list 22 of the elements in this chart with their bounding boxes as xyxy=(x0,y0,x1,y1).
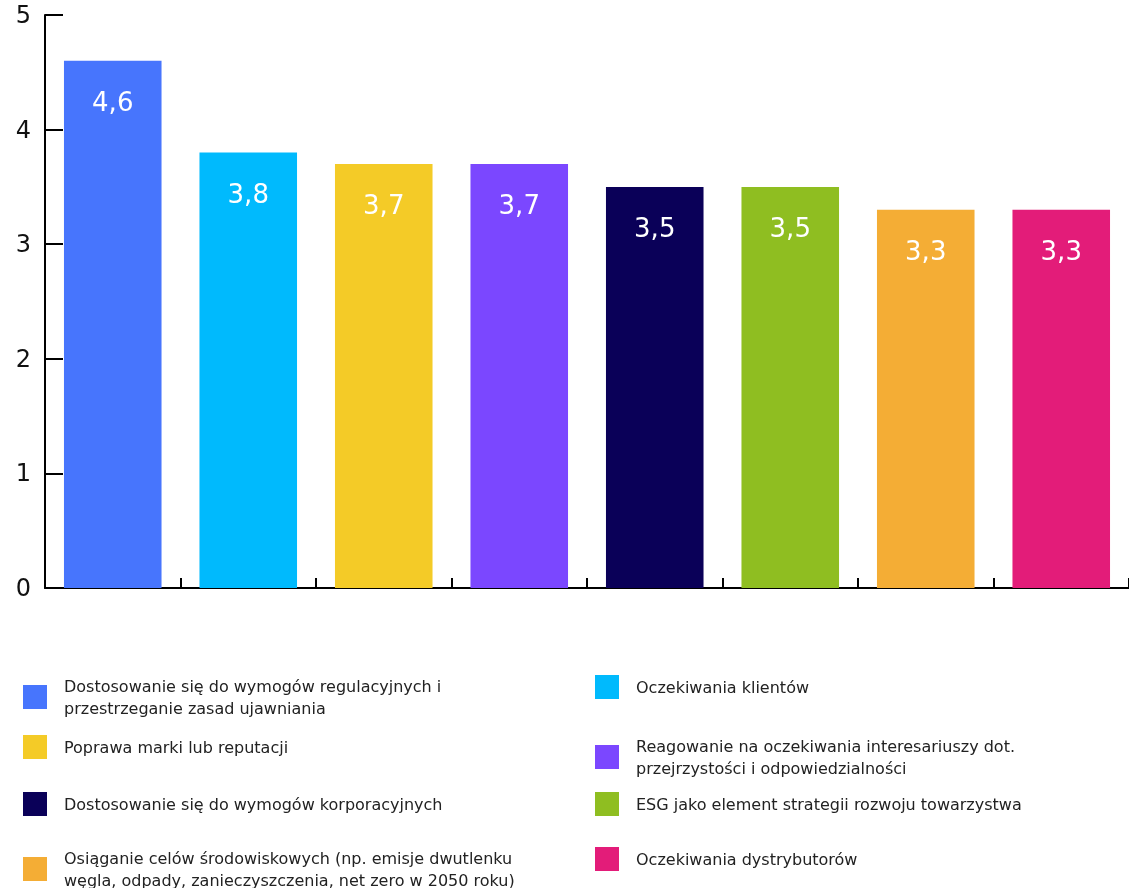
y-tick-label: 0 xyxy=(15,574,31,602)
data-label: 3,7 xyxy=(498,189,540,220)
y-tick-label: 2 xyxy=(15,344,31,373)
legend-label: Osiąganie celów środowiskowych (np. emisje dwutlenku węgla, odpady, zanieczyszczenia, net zero w 2050 roku) xyxy=(64,848,518,888)
legend-label: Dostosowanie się do wymogów regulacyjnych i przestrzeganie zasad ujawniania xyxy=(64,676,447,718)
data-label: 3,8 xyxy=(227,178,269,209)
data-label: 3,5 xyxy=(769,212,811,243)
legend-label: Oczekiwania dystrybutorów xyxy=(636,849,858,869)
legend-label: ESG jako element strategii rozwoju towarzystwa xyxy=(636,794,1022,814)
legend-label: Dostosowanie się do wymogów korporacyjnych xyxy=(64,794,443,814)
legend-label: Oczekiwania klientów xyxy=(636,677,809,697)
data-label: 3,3 xyxy=(1040,235,1082,266)
data-label: 3,5 xyxy=(634,212,676,243)
data-label: 3,3 xyxy=(905,235,947,266)
data-label: 3,7 xyxy=(363,189,405,220)
y-tick-label: 3 xyxy=(15,230,31,259)
y-tick-label: 4 xyxy=(15,115,31,144)
y-tick-label: 1 xyxy=(15,459,31,488)
legend-label: Reagowanie na oczekiwania interesariuszy dot. przejrzystości i odpowiedzialności xyxy=(636,736,1021,778)
y-tick-label: 5 xyxy=(15,1,31,29)
legend-label: Poprawa marki lub reputacji xyxy=(64,737,289,757)
data-label: 4,6 xyxy=(92,86,134,117)
